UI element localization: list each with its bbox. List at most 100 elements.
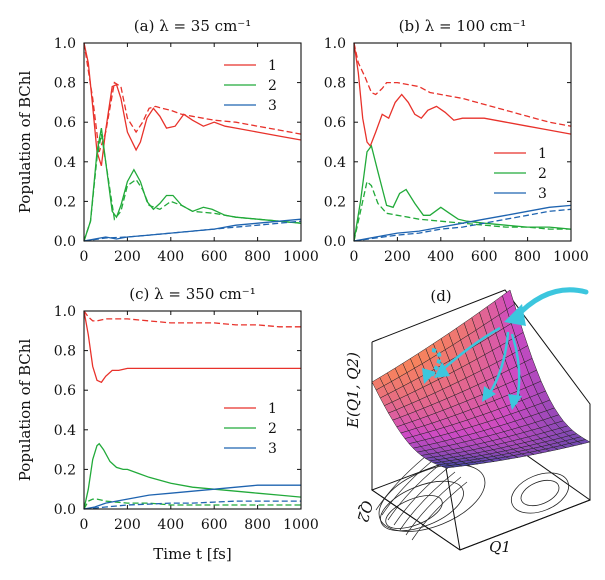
x-tick-label: 400 <box>427 249 454 265</box>
relaxation-arrowhead <box>434 362 450 378</box>
x-tick-label: 400 <box>157 517 184 533</box>
y-tick-label: 0.0 <box>324 234 346 250</box>
legend-label: 2 <box>268 78 277 94</box>
y-tick-label: 1.0 <box>54 36 76 52</box>
x-tick-label: 200 <box>384 249 411 265</box>
series-line-3-solid <box>83 218 302 242</box>
series-line-1-solid <box>83 42 302 166</box>
x-tick-label: 600 <box>201 517 228 533</box>
x-tick-label: 0 <box>80 517 89 533</box>
x-tick-label: 0 <box>350 249 359 265</box>
y-tick-label: 1.0 <box>54 304 76 320</box>
legend-label: 1 <box>268 401 277 417</box>
panel-title: (b) λ = 100 cm⁻¹ <box>399 17 527 35</box>
relaxation-arrows <box>422 287 589 410</box>
y-tick-label: 0.6 <box>54 115 76 131</box>
surface-mesh <box>371 289 591 469</box>
dashed-arrowhead <box>422 368 436 384</box>
surface-box-front-edge <box>459 499 591 551</box>
contour-line <box>510 472 570 514</box>
series-line-1-dashed <box>353 42 572 127</box>
chart-panel-2: (b) λ = 100 cm⁻¹ 0 200 400 600 800 1000 0.0 0.2 0… <box>324 17 589 265</box>
y-tick-label: 1.0 <box>324 36 346 52</box>
y-tick-label: 0.4 <box>54 155 76 171</box>
y-axis-label: Population of BChl <box>16 339 34 482</box>
contour-line <box>385 495 443 529</box>
y-tick-label: 0.8 <box>54 344 76 360</box>
surface-cell <box>441 465 455 469</box>
surface-energy-label: E(Q1, Q2) <box>344 352 362 429</box>
chart-panel-3: (c) λ = 350 cm⁻¹ 0 200 400 600 800 1000 0.0 0.2 0… <box>16 285 319 563</box>
y-tick-label: 0.4 <box>54 423 76 439</box>
y-tick-label: 0.0 <box>54 502 76 518</box>
legend-label: 2 <box>538 166 547 182</box>
x-tick-label: 800 <box>244 249 271 265</box>
x-tick-label: 800 <box>244 517 271 533</box>
x-tick-label: 200 <box>114 517 141 533</box>
x-axis-label: Time t [fs] <box>153 545 231 563</box>
potential-surface-panel: (d) E(Q1, Q2) Q1 Q2 <box>344 287 592 556</box>
x-tick-label: 600 <box>201 249 228 265</box>
x-tick-label: 800 <box>514 249 541 265</box>
series-line-3-solid <box>353 204 572 242</box>
plot-frame <box>83 310 302 510</box>
legend-label: 1 <box>538 146 547 162</box>
contour-line <box>411 481 468 541</box>
relaxation-arrowhead <box>482 386 496 402</box>
y-tick-label: 0.6 <box>54 383 76 399</box>
x-tick-label: 1000 <box>553 249 589 265</box>
y-axis-label: Population of BChl <box>16 71 34 214</box>
panel-title: (c) λ = 350 cm⁻¹ <box>129 285 255 303</box>
x-tick-label: 1000 <box>283 517 319 533</box>
series-line-3-solid <box>83 484 301 510</box>
y-tick-label: 0.2 <box>324 194 346 210</box>
series-line-3-dashed <box>353 208 572 242</box>
series-line-2-dashed <box>353 180 571 242</box>
chart-panel-1: (a) λ = 35 cm⁻¹ 0 200 400 600 800 1000 0.0 0.2 0.… <box>16 17 319 265</box>
series-line-1-dashed <box>83 310 301 328</box>
y-tick-label: 0.8 <box>324 76 346 92</box>
contour-line <box>381 456 438 516</box>
series-line-1-solid <box>353 42 572 148</box>
y-tick-label: 0.8 <box>54 76 76 92</box>
y-tick-label: 0.6 <box>324 115 346 131</box>
surface-box-front-edge <box>371 489 461 551</box>
surface-box-front-edge <box>445 467 461 551</box>
series-line-2-solid <box>83 442 302 510</box>
surface-q2-label: Q2 <box>353 498 376 524</box>
panel-d-label: (d) <box>430 287 451 305</box>
relaxation-arrowhead <box>508 394 522 410</box>
contour-line <box>405 476 462 536</box>
panel-title: (a) λ = 35 cm⁻¹ <box>134 17 251 35</box>
legend-label: 1 <box>268 58 277 74</box>
y-tick-label: 0.2 <box>54 462 76 478</box>
legend-label: 3 <box>268 98 277 114</box>
contour-line <box>399 471 456 531</box>
series-line-2-dashed <box>83 498 301 510</box>
series-line-3-dashed <box>83 220 302 242</box>
surface-box-back-edge <box>371 289 591 452</box>
legend-label: 3 <box>538 186 547 202</box>
x-tick-label: 1000 <box>283 249 319 265</box>
series-line-2-dashed <box>83 133 302 242</box>
incoming-arrowhead <box>504 304 526 326</box>
x-tick-label: 400 <box>157 249 184 265</box>
surface-q1-label: Q1 <box>489 538 511 556</box>
series-line-3-dashed <box>83 500 301 510</box>
legend-label: 2 <box>268 421 277 437</box>
contour-line <box>387 461 444 521</box>
series-line-2-solid <box>353 144 572 242</box>
x-tick-label: 200 <box>114 249 141 265</box>
relaxation-path-arrow <box>439 326 501 373</box>
y-tick-label: 0.2 <box>54 194 76 210</box>
y-tick-label: 0.4 <box>324 155 346 171</box>
y-tick-label: 0.0 <box>54 234 76 250</box>
contour-line <box>520 479 560 507</box>
legend-label: 3 <box>268 441 277 457</box>
series-line-1-dashed <box>83 42 302 153</box>
x-tick-label: 600 <box>471 249 498 265</box>
plot-frame <box>353 42 572 242</box>
incoming-arrow <box>512 287 589 321</box>
plot-frame <box>83 42 302 242</box>
